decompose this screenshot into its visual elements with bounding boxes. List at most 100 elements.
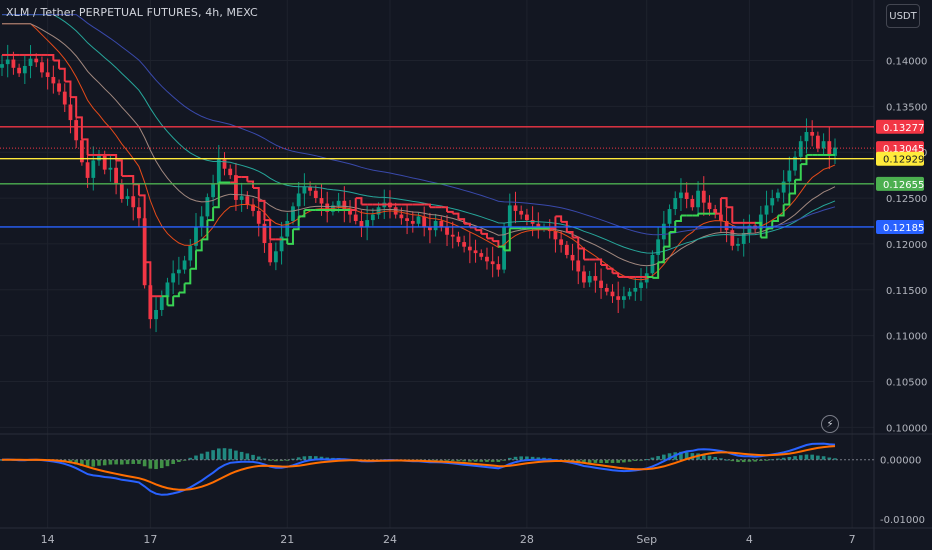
candle-body	[11, 59, 16, 68]
x-tick-label: 14	[41, 533, 55, 546]
candle-body	[251, 204, 255, 211]
candle-body	[627, 291, 632, 297]
candle-body	[68, 104, 73, 121]
macd-histogram-bar	[137, 459, 141, 464]
candle-body	[285, 221, 290, 237]
macd-histogram-bar	[296, 457, 301, 460]
candle-body	[148, 285, 153, 320]
macd-histogram-bar	[211, 450, 215, 460]
macd-histogram-bar	[736, 459, 740, 463]
y-tick-label: 0.12500	[886, 194, 927, 205]
candle-body	[713, 209, 718, 215]
candle-body	[821, 141, 826, 149]
macd-histogram-bar	[816, 455, 820, 460]
candle-body	[525, 214, 529, 221]
macd-histogram-bar	[496, 459, 501, 462]
candle-body	[593, 276, 598, 281]
macd-histogram-bar	[433, 459, 438, 461]
macd-histogram-bar	[450, 459, 455, 461]
supertrend-line	[190, 250, 197, 270]
candle-body	[319, 198, 324, 204]
macd-histogram-bar	[159, 459, 164, 469]
candle-body	[188, 245, 193, 261]
candle-body	[342, 200, 347, 210]
candle-body	[416, 216, 421, 224]
y-tick-label: 0.13500	[886, 102, 927, 113]
level-badge	[876, 119, 924, 134]
supertrend-line	[253, 186, 260, 201]
candle-body	[234, 175, 238, 200]
macd-histogram-bar	[85, 459, 90, 468]
candle-body	[51, 76, 56, 84]
macd-histogram-bar	[810, 454, 814, 460]
macd-histogram-bar	[582, 459, 586, 463]
level-badge-label: 0.12929	[883, 155, 924, 166]
supertrend-line	[281, 238, 289, 244]
macd-histogram-bar	[97, 459, 101, 466]
candle-body	[741, 232, 746, 244]
macd-histogram-bar	[468, 459, 472, 462]
candle-body	[34, 58, 39, 63]
candle-body	[222, 159, 227, 169]
macd-histogram-bar	[536, 457, 541, 460]
macd-histogram-bar	[513, 456, 518, 460]
candle-body	[833, 147, 837, 156]
supertrend-line	[53, 59, 61, 69]
candle-body	[125, 196, 130, 199]
candle-body	[456, 236, 461, 243]
candle-body	[353, 214, 358, 221]
macd-histogram-bar	[291, 458, 295, 460]
candle-body	[639, 282, 643, 288]
candle-body	[28, 58, 33, 66]
candle-body	[770, 198, 775, 206]
macd-histogram-bar	[599, 459, 603, 464]
y-tick-label: 0.12000	[886, 240, 927, 251]
x-tick-label: 7	[849, 533, 856, 546]
supertrend-line	[184, 268, 192, 285]
macd-histogram-bar	[131, 459, 136, 464]
candle-body	[776, 192, 780, 199]
candle-body	[108, 167, 113, 170]
y-tick-label: 0.10000	[886, 423, 927, 434]
supertrend-line	[138, 194, 146, 263]
macd-histogram-bar	[644, 459, 649, 461]
macd-histogram-bar	[833, 458, 837, 460]
macd-histogram-bar	[804, 454, 809, 460]
candle-body	[216, 159, 221, 185]
level-badge-label: 0.12185	[883, 223, 924, 234]
macd-histogram-bar	[741, 459, 746, 463]
candle-body	[91, 160, 96, 178]
candle-body	[496, 264, 501, 270]
candle-body	[313, 190, 318, 199]
supertrend-line	[692, 213, 700, 217]
supertrend-line	[127, 175, 135, 185]
candle-body	[519, 210, 524, 215]
supertrend-line	[578, 247, 585, 260]
candle-body	[45, 72, 50, 77]
candle-body	[507, 205, 512, 228]
macd-histogram-bar	[194, 455, 198, 460]
macd-histogram-bar	[228, 448, 233, 460]
macd-histogram-bar	[74, 459, 78, 465]
macd-histogram-bar	[701, 454, 706, 460]
supertrend-line	[504, 228, 511, 252]
lightning-icon[interactable]: ⚡	[821, 415, 839, 433]
candle-body	[570, 254, 575, 261]
supertrend-line	[549, 216, 557, 230]
candle-body	[610, 291, 615, 297]
candle-body	[239, 196, 244, 200]
candle-body	[621, 296, 626, 300]
supertrend-line	[350, 198, 357, 211]
macd-histogram-bar	[262, 458, 267, 460]
supertrend-line	[287, 229, 294, 245]
supertrend-line	[298, 209, 306, 218]
candle-body	[536, 223, 541, 229]
y-tick-label: 0.11500	[886, 286, 927, 297]
macd-histogram-bar	[593, 459, 598, 463]
supertrend-line	[612, 272, 620, 277]
currency-button[interactable]: USDT	[886, 4, 920, 28]
candle-body	[405, 218, 409, 221]
supertrend-line	[720, 197, 728, 208]
